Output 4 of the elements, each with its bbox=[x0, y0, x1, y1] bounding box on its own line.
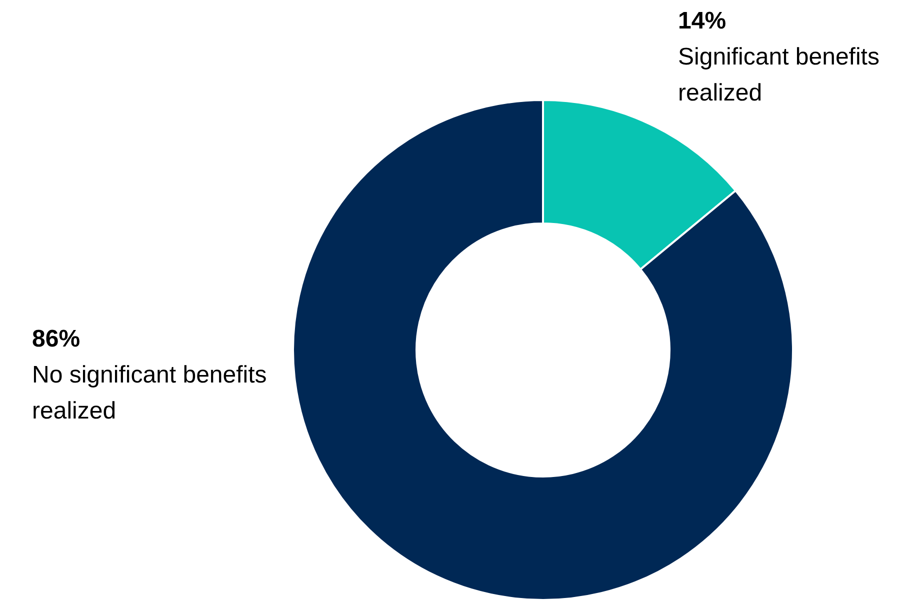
data-label: 14% bbox=[678, 8, 726, 35]
data-label: 86% bbox=[32, 326, 80, 353]
slice-label: No significant benefits realized bbox=[32, 362, 267, 425]
slice-label: Significant benefits realized bbox=[678, 44, 880, 107]
